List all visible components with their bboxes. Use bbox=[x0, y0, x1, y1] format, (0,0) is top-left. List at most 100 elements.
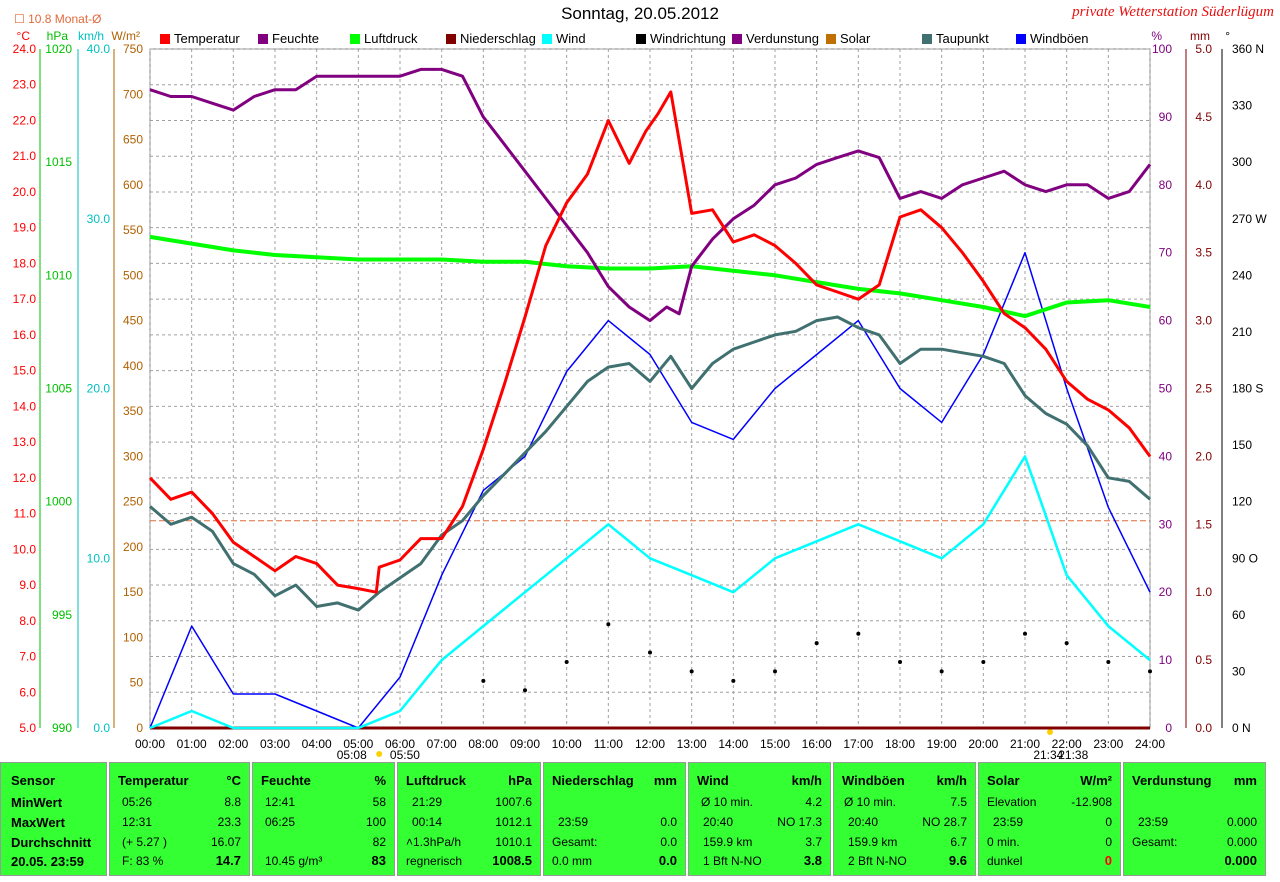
sunset-label: 21:38 bbox=[1058, 748, 1088, 760]
temperatur-max-time: 12:31 bbox=[122, 815, 153, 829]
temperature-tick-label: 16.0 bbox=[13, 328, 37, 342]
wind-direction-point bbox=[481, 678, 486, 683]
luftdruck-max-value: 1012.1 bbox=[495, 815, 532, 829]
wind-tick-label: 10.0 bbox=[87, 551, 111, 565]
pressure-tick-label: 990 bbox=[52, 721, 72, 735]
direction-tick-label: 360 N bbox=[1232, 42, 1264, 56]
verdunstung-total-value: 0.000 bbox=[1226, 835, 1257, 849]
pressure-tick-label: 1005 bbox=[45, 382, 72, 396]
temperature-tick-label: 5.0 bbox=[19, 721, 36, 735]
temperature-unit: °C bbox=[17, 29, 31, 43]
monthly-average-label: ☐ 10.8 Monat-Ø bbox=[14, 12, 101, 26]
x-tick-label: 23:00 bbox=[1093, 737, 1123, 751]
solar-tick-label: 700 bbox=[123, 87, 143, 101]
rain-tick-label: 4.5 bbox=[1195, 110, 1212, 124]
feuchte-max-time: 06:25 bbox=[265, 815, 296, 829]
wind-direction-point bbox=[523, 688, 527, 693]
solar-header: Solar bbox=[987, 773, 1020, 788]
wind-unit: km/h bbox=[78, 29, 104, 43]
temperature-tick-label: 24.0 bbox=[13, 42, 37, 56]
sensor-header: Sensor bbox=[11, 773, 56, 788]
wind-tick-label: 20.0 bbox=[87, 382, 111, 396]
x-tick-label: 17:00 bbox=[843, 737, 873, 751]
temperature-tick-label: 13.0 bbox=[13, 435, 37, 449]
solar-elevation-value: -12.908 bbox=[1071, 795, 1112, 809]
rain-tick-label: 0.0 bbox=[1195, 721, 1212, 735]
checkbox-icon: ☐ bbox=[14, 12, 25, 26]
windboeen-max-value: NO 28.7 bbox=[922, 815, 967, 829]
solar-tick-label: 500 bbox=[123, 268, 143, 282]
legend-luftdruck: Luftdruck bbox=[350, 31, 417, 46]
x-tick-label: 24:00 bbox=[1135, 737, 1165, 751]
solar-tick-label: 50 bbox=[130, 676, 144, 690]
windboeen-header: Windböen bbox=[842, 773, 905, 788]
windboeen-beaufort-label: 2 Bft N-NO bbox=[848, 854, 907, 868]
feuchte-unit: % bbox=[374, 773, 386, 788]
panel-feuchte: Feuchte % 12:41 58 06:25 100 82 10.45 g/… bbox=[252, 762, 395, 876]
temperature-tick-label: 10.0 bbox=[13, 542, 37, 556]
feuchte-max-value: 100 bbox=[365, 815, 386, 829]
wind-max-value: NO 17.3 bbox=[777, 815, 822, 829]
wind-direction-point bbox=[773, 669, 777, 674]
x-tick-label: 11:00 bbox=[594, 737, 623, 751]
panel-temperatur: Temperatur °C 05:26 8.8 12:31 23.3 (+ 5.… bbox=[109, 762, 250, 876]
x-tick-label: 06:00 bbox=[385, 737, 415, 751]
feuchte-min-value: 58 bbox=[372, 795, 386, 809]
wind-direction-point bbox=[1106, 659, 1111, 664]
direction-tick-label: 240 bbox=[1232, 268, 1252, 282]
niederschlag-header: Niederschlag bbox=[552, 773, 634, 788]
direction-tick-label: 90 O bbox=[1232, 551, 1258, 565]
niederschlag-total-label: Gesamt: bbox=[552, 835, 598, 849]
luftdruck-trend-label: ˄1.3hPa/h bbox=[406, 835, 462, 849]
temperature-tick-label: 11.0 bbox=[14, 507, 37, 521]
temperatur-feels-label: F: 83 % bbox=[122, 854, 164, 868]
solar-unit: W/m² bbox=[111, 29, 140, 43]
temperature-tick-label: 17.0 bbox=[13, 292, 37, 306]
humidity-tick-label: 30 bbox=[1159, 517, 1173, 531]
windboeen-avg-value: 6.7 bbox=[950, 835, 967, 849]
wind-direction-point bbox=[814, 641, 819, 646]
weather-chart: 24.0 23.0 22.0 21.0 20.0 19.0 18.0 17.0 16.0 15.0… bbox=[13, 29, 1268, 760]
pressure-tick-label: 1020 bbox=[45, 42, 72, 56]
niederschlag-total-value: 0.0 bbox=[660, 835, 677, 849]
panel-windboeen: Windböen km/h Ø 10 min. 7.5 20:40 NO 28.… bbox=[833, 762, 976, 876]
wind-direction-point bbox=[981, 659, 986, 664]
temperature-tick-label: 18.0 bbox=[13, 256, 37, 270]
wind-tick-label: 30.0 bbox=[87, 212, 111, 226]
stats-table: Sensor MinWert MaxWert Durchschnitt 20.0… bbox=[0, 762, 1280, 882]
verdunstung-total-label: Gesamt: bbox=[1132, 835, 1178, 849]
row-stamp-label: 20.05. 23:59 bbox=[11, 854, 85, 869]
luftdruck-min-value: 1007.6 bbox=[495, 795, 532, 809]
series-windboeen bbox=[149, 251, 1151, 729]
temperature-tick-label: 23.0 bbox=[13, 78, 37, 92]
humidity-tick-label: 70 bbox=[1159, 246, 1173, 260]
solar-tick-label: 150 bbox=[123, 585, 143, 599]
wind-run-label: 159.9 km bbox=[703, 835, 753, 849]
windboeen-run-label: 159.9 km bbox=[848, 835, 898, 849]
luftdruck-avg-value: 1010.1 bbox=[495, 835, 532, 849]
luftdruck-max-time: 00:14 bbox=[412, 815, 443, 829]
x-tick-label: 12:00 bbox=[635, 737, 665, 751]
direction-tick-label: 60 bbox=[1232, 608, 1246, 622]
solar-tick-label: 250 bbox=[123, 495, 143, 509]
wind-direction-point bbox=[1064, 641, 1069, 646]
direction-tick-label: 30 bbox=[1232, 664, 1246, 678]
x-tick-label: 22:00 bbox=[1052, 737, 1082, 751]
direction-tick-label: 150 bbox=[1232, 438, 1252, 452]
wind-tick-label: 40.0 bbox=[87, 42, 111, 56]
x-tick-label: 05:00 bbox=[343, 737, 373, 751]
sun-marker bbox=[376, 751, 383, 757]
panel-verdunstung: Verdunstung mm 23:59 0.000 Gesamt: 0.000… bbox=[1123, 762, 1266, 876]
humidity-tick-label: 50 bbox=[1159, 382, 1173, 396]
humidity-tick-label: 60 bbox=[1159, 314, 1173, 328]
rain-tick-label: 2.0 bbox=[1195, 449, 1212, 463]
wind-avg-value: 3.7 bbox=[805, 835, 822, 849]
x-tick-label: 16:00 bbox=[802, 737, 832, 751]
temperatur-avg-delta: (+ 5.27 ) bbox=[122, 835, 168, 849]
x-tick-label: 18:00 bbox=[885, 737, 915, 751]
x-tick-label: 15:00 bbox=[760, 737, 790, 751]
temperature-tick-label: 22.0 bbox=[13, 113, 37, 127]
legend-niederschlag: Niederschlag bbox=[446, 31, 536, 46]
solar-tick-label: 550 bbox=[123, 223, 143, 237]
temperatur-avg-value: 16.07 bbox=[210, 835, 241, 849]
